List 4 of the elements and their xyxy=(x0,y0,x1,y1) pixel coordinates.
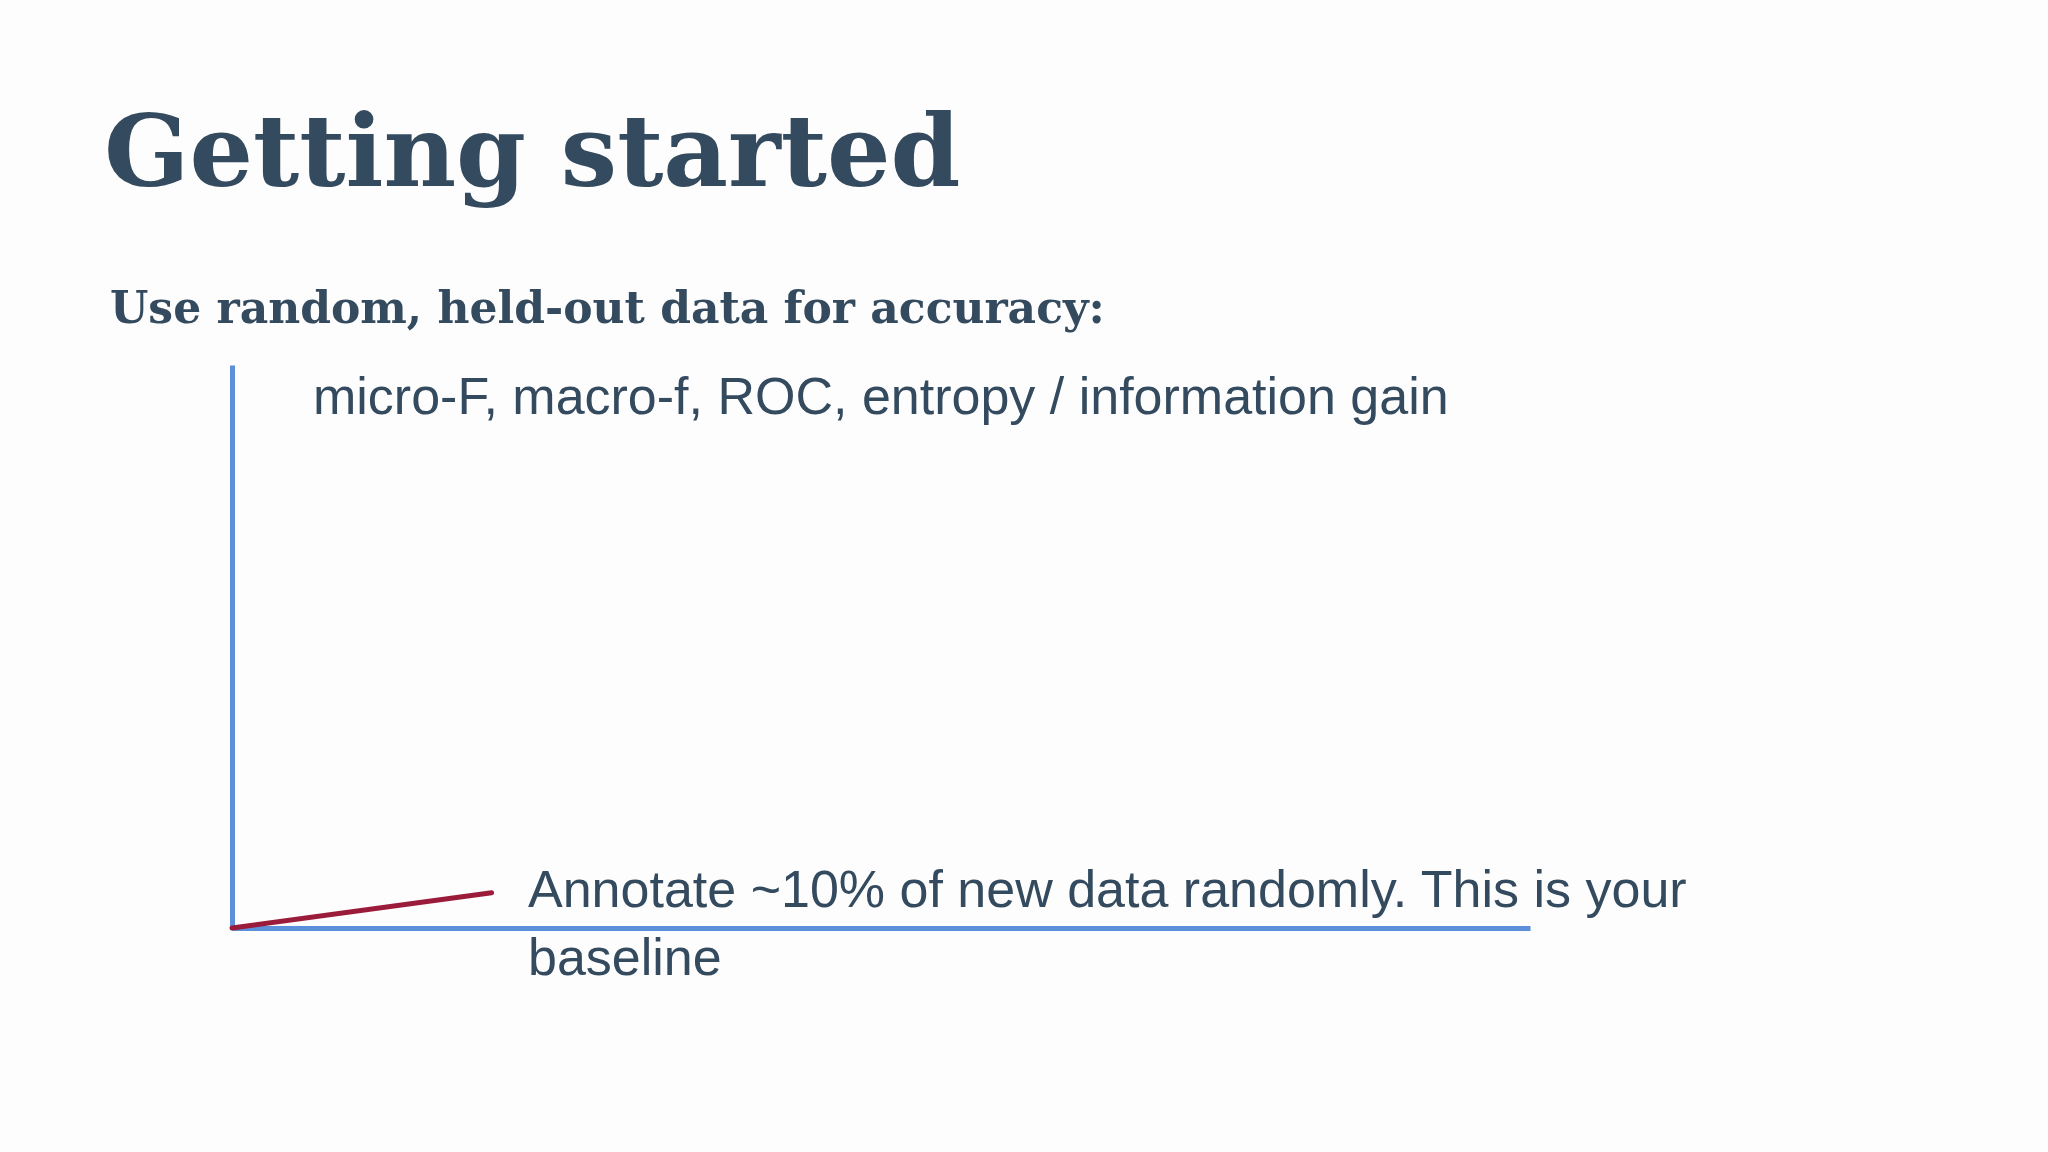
annotation: Annotate ~10% of new data randomly. This is your baseline xyxy=(528,859,1688,988)
chart-subtitle: Use random, held-out data for accuracy: xyxy=(110,282,1105,333)
text: micro-F, macro-f, ROC, entropy / information gain xyxy=(313,366,1449,426)
chart-title: Getting started xyxy=(104,92,961,210)
